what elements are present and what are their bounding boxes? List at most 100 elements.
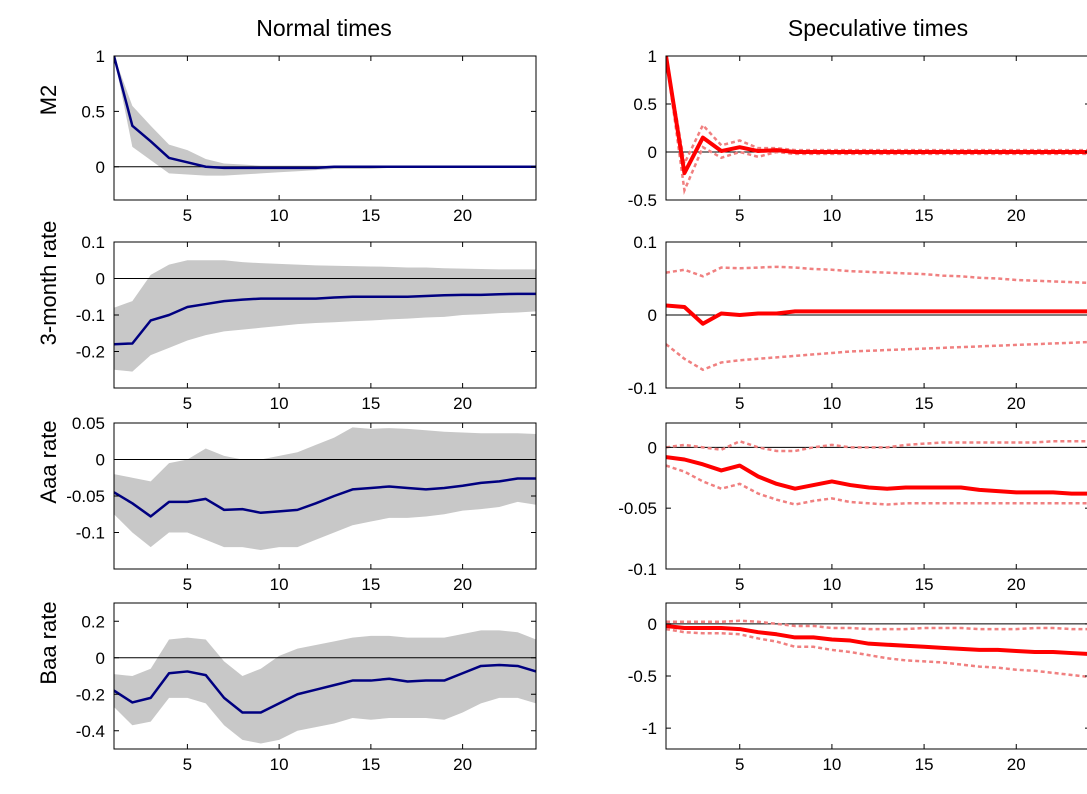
x-tick-label: 10 [270, 394, 289, 413]
panel-3-month-rate-normal-times: 5 10 15 20 -0.2 -0.1 0 0.1 [76, 233, 537, 413]
impulse-response-line [114, 477, 536, 518]
x-tick-label: 10 [822, 394, 841, 413]
x-tick-label: 15 [915, 755, 934, 774]
x-tick-label: 5 [183, 575, 192, 594]
lower-bound-line [666, 627, 1087, 678]
y-tick-label: -1 [642, 719, 657, 738]
y-tick-label: 0.1 [81, 233, 105, 252]
panel-aaa-rate-speculative-times: 5 10 15 20 -0.1 -0.05 0 [618, 422, 1087, 594]
upper-bound-line [666, 619, 1087, 631]
y-tick-label: 0 [96, 270, 105, 289]
x-tick-label: 20 [1007, 394, 1026, 413]
x-tick-label: 10 [270, 755, 289, 774]
y-tick-label: 0.1 [633, 233, 657, 252]
plot-area [114, 56, 536, 176]
x-tick-label: 20 [453, 206, 472, 225]
panel-m2-speculative-times: 5 10 15 20 -0.5 0 0.5 1 [628, 47, 1087, 225]
x-tick-label: 15 [361, 755, 380, 774]
x-tick-label: 20 [453, 394, 472, 413]
panel-baa-rate-normal-times: 5 10 15 20 -0.4 -0.2 0 0.2 [76, 602, 537, 774]
confidence-band [114, 260, 536, 372]
lower-bound-line [666, 340, 1087, 372]
y-tick-label: 0 [648, 143, 657, 162]
y-tick-label: 1 [648, 47, 657, 66]
upper-bound-line [666, 439, 1087, 453]
x-tick-label: 5 [183, 206, 192, 225]
x-tick-label: 15 [915, 206, 934, 225]
y-tick-label: -0.2 [76, 343, 105, 362]
y-tick-label: 0 [648, 438, 657, 457]
x-tick-label: 20 [453, 575, 472, 594]
axes-frame [113, 602, 537, 750]
x-tick-label: 5 [735, 394, 744, 413]
row-label-baa-rate: Baa rate [36, 601, 61, 684]
plot-area [666, 265, 1087, 372]
y-tick-label: 0.5 [633, 95, 657, 114]
axes-frame [113, 55, 537, 201]
x-tick-label: 15 [361, 575, 380, 594]
row-label-m2: M2 [36, 85, 61, 116]
plot-area [666, 619, 1087, 678]
y-tick-label: -0.1 [628, 379, 657, 398]
column-title-normal: Normal times [256, 15, 391, 41]
row-label-aaa-rate: Aaa rate [36, 420, 61, 503]
y-tick-label: -0.4 [76, 722, 105, 741]
y-tick-label: -0.5 [628, 667, 657, 686]
impulse-response-line [666, 623, 1087, 656]
x-tick-label: 5 [735, 755, 744, 774]
panel-m2-normal-times: 5 10 15 20 0 0.5 1 [81, 47, 537, 225]
row-label-3-month-rate: 3-month rate [36, 221, 61, 346]
plot-area [114, 260, 536, 372]
impulse-response-line [114, 292, 536, 346]
y-tick-label: -0.05 [618, 499, 657, 518]
x-tick-label: 10 [270, 206, 289, 225]
x-tick-label: 15 [361, 394, 380, 413]
y-tick-label: -0.05 [66, 487, 105, 506]
column-title-speculative: Speculative times [788, 15, 968, 41]
y-tick-label: 0 [96, 649, 105, 668]
panel-aaa-rate-normal-times: 5 10 15 20 -0.1 -0.05 0 0.05 [66, 414, 537, 594]
y-tick-label: 0.5 [81, 102, 105, 121]
axes-frame [665, 55, 1087, 201]
x-tick-label: 15 [361, 206, 380, 225]
axes-frame [665, 422, 1087, 570]
impulse-response-line [666, 56, 1087, 176]
x-tick-label: 5 [183, 755, 192, 774]
y-tick-label: 0 [96, 451, 105, 470]
x-tick-label: 10 [822, 206, 841, 225]
confidence-band [114, 56, 536, 176]
x-tick-label: 10 [822, 575, 841, 594]
y-tick-label: 0 [648, 306, 657, 325]
y-tick-label: 0.2 [81, 612, 105, 631]
x-tick-label: 10 [822, 755, 841, 774]
y-tick-label: -0.1 [76, 306, 105, 325]
y-tick-label: 0 [96, 158, 105, 177]
x-tick-label: 10 [270, 575, 289, 594]
y-tick-label: 0 [648, 615, 657, 634]
y-tick-label: -0.5 [628, 191, 657, 210]
y-tick-label: 1 [96, 47, 105, 66]
plot-area [666, 439, 1087, 506]
confidence-band [114, 427, 536, 551]
x-tick-label: 20 [1007, 755, 1026, 774]
x-tick-label: 5 [735, 575, 744, 594]
x-tick-label: 15 [915, 394, 934, 413]
y-tick-label: -0.1 [628, 560, 657, 579]
y-tick-label: -0.2 [76, 685, 105, 704]
impulse-response-line [114, 56, 536, 170]
plot-area [114, 630, 536, 744]
x-tick-label: 20 [453, 755, 472, 774]
impulse-response-line [666, 303, 1087, 326]
panel-3-month-rate-speculative-times: 5 10 15 20 -0.1 0 0.1 [628, 233, 1087, 413]
plot-area [666, 56, 1087, 196]
x-tick-label: 20 [1007, 575, 1026, 594]
x-tick-label: 5 [183, 394, 192, 413]
plot-background [666, 56, 1087, 200]
upper-bound-line [666, 265, 1087, 285]
x-tick-label: 5 [735, 206, 744, 225]
plot-background [666, 603, 1087, 749]
y-tick-label: 0.05 [72, 414, 105, 433]
plot-area [114, 427, 536, 551]
